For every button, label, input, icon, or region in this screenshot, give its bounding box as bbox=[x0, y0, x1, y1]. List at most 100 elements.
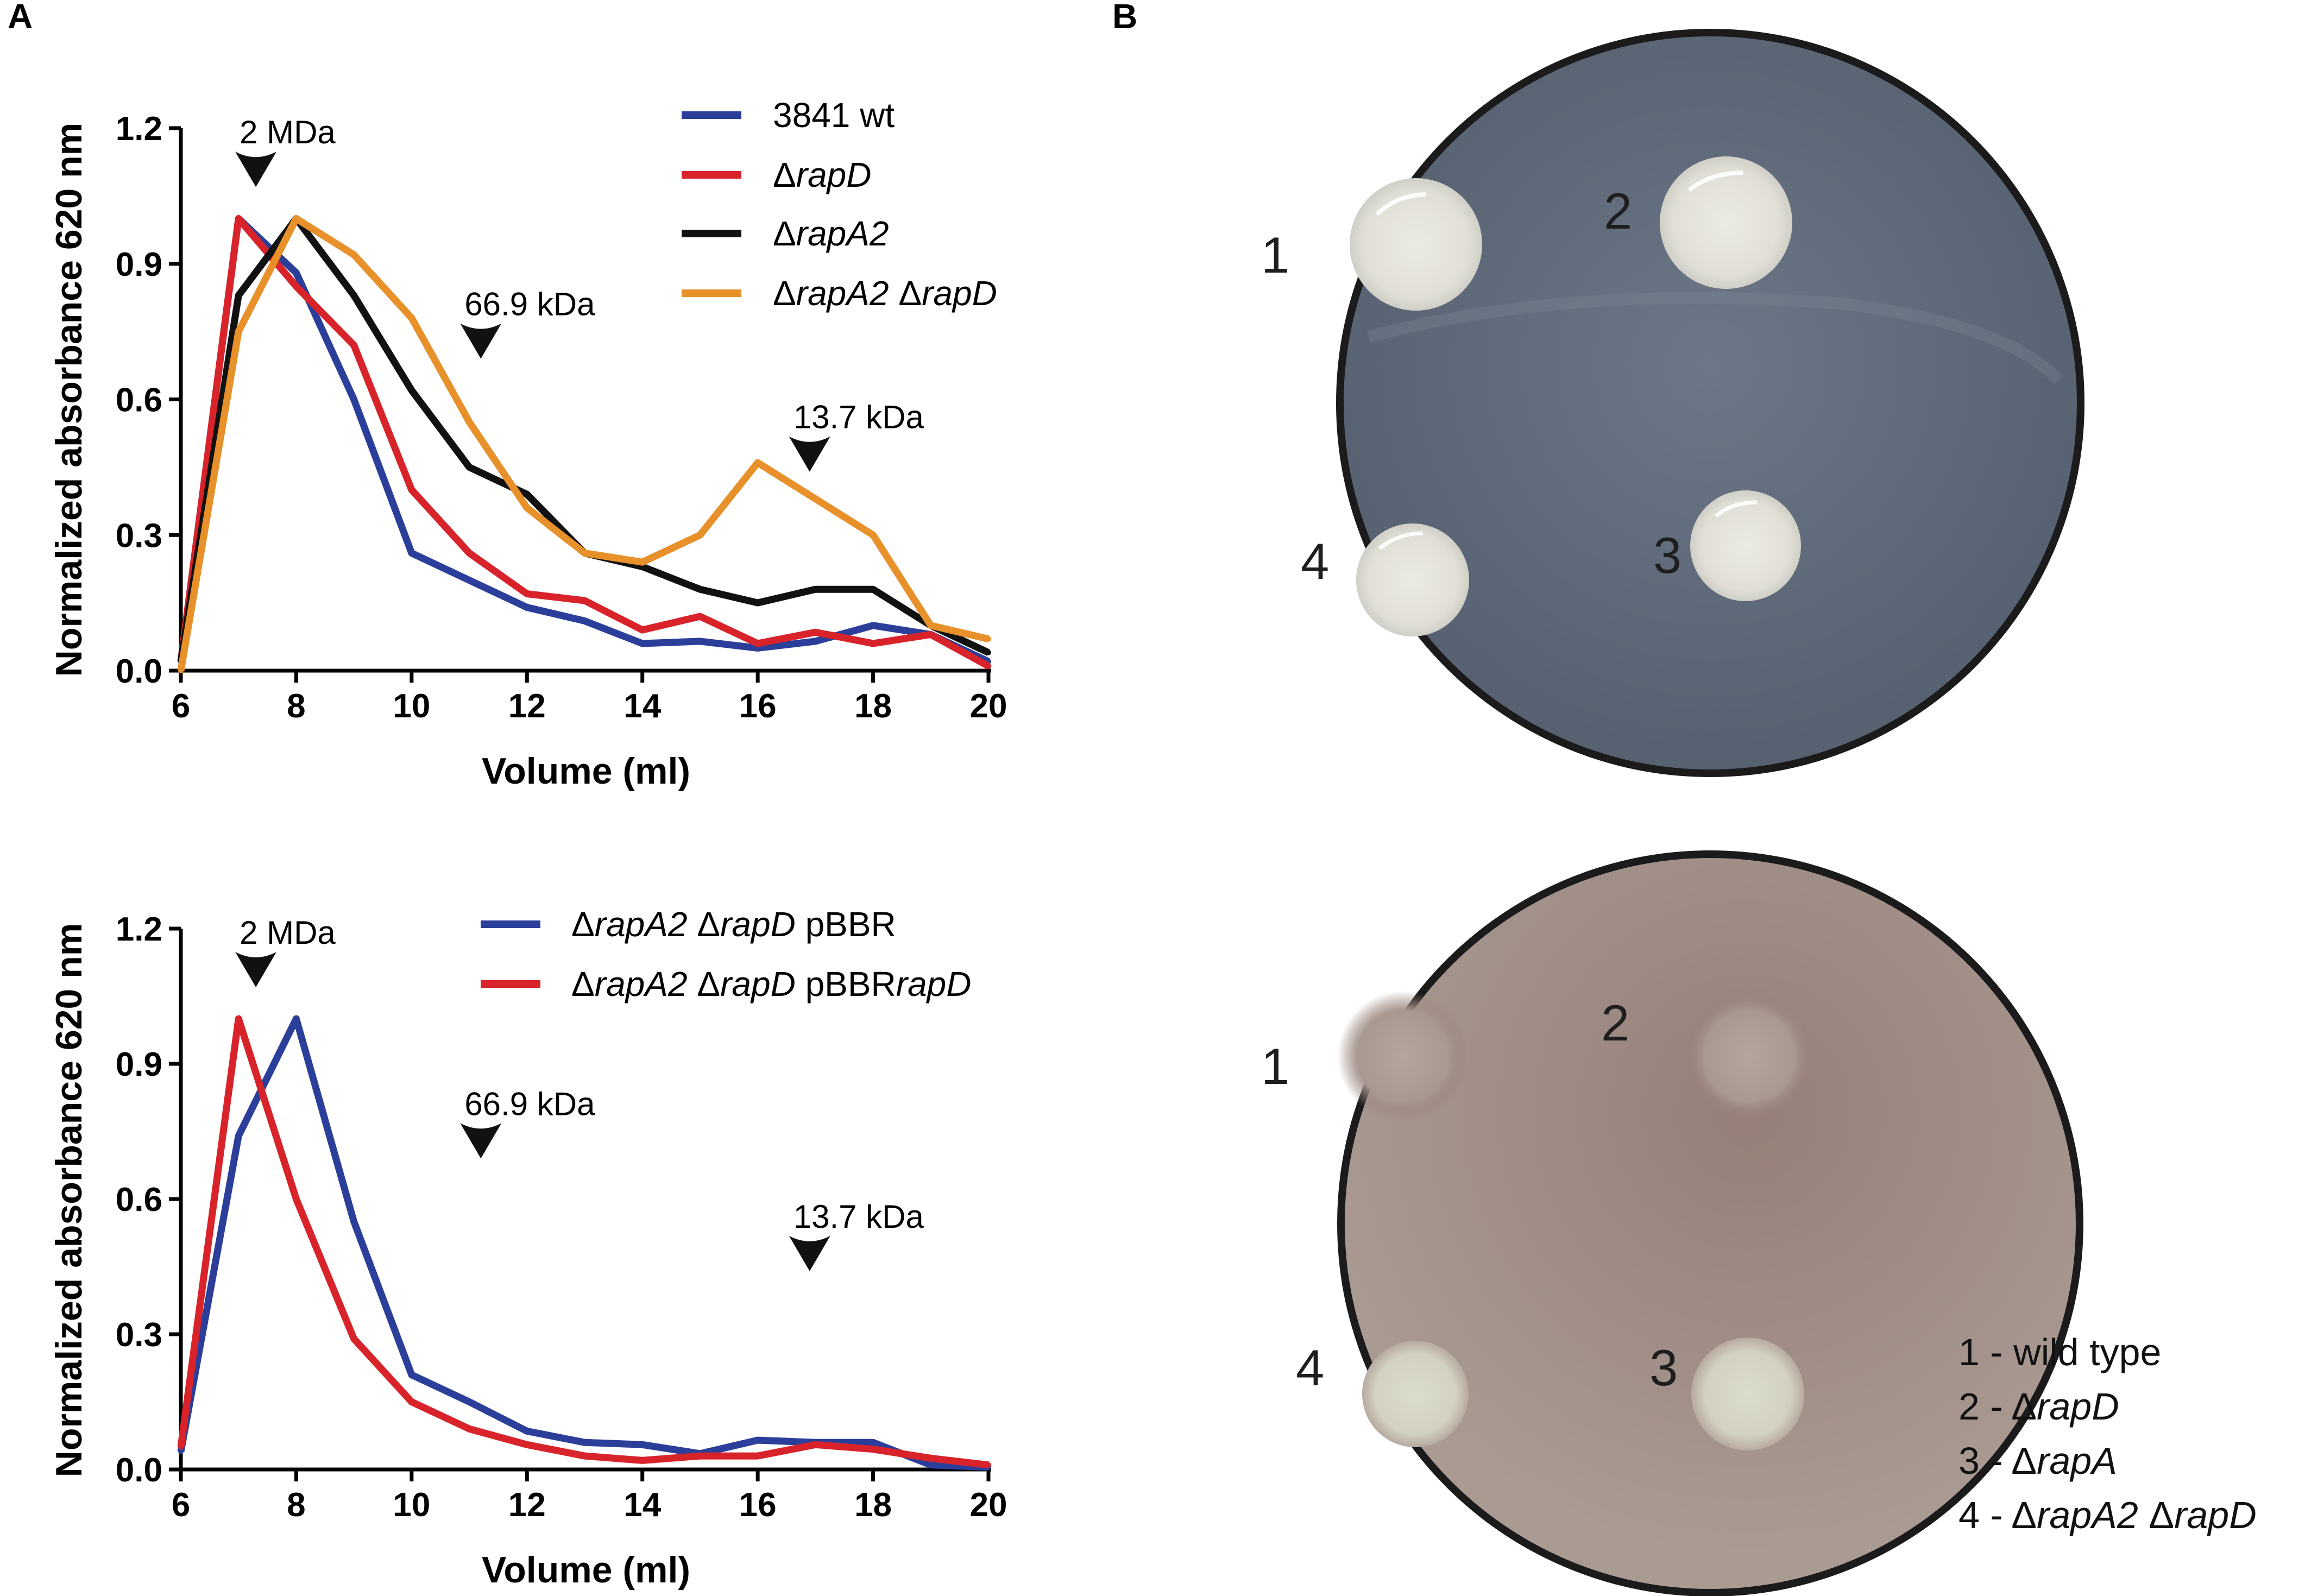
chart-a-point-rapa2-10 bbox=[408, 387, 414, 393]
chart-a-x-tick-label-16: 16 bbox=[739, 687, 777, 725]
chart-bottom-point-rapa2-rapd-pbbr-7 bbox=[236, 1133, 242, 1139]
plate-bottom-label-3: 3 bbox=[1649, 1339, 1678, 1396]
legend-label-pbbr-rapd: ΔrapA2 ΔrapD pBBRrapD bbox=[571, 964, 971, 1004]
legend-label-pbbr: ΔrapA2 ΔrapD pBBR bbox=[571, 905, 896, 944]
plate-bottom-label-4: 4 bbox=[1296, 1339, 1324, 1396]
chart-a-marker-arrow-13-7-kda bbox=[789, 436, 830, 472]
plate-top-label-1: 1 bbox=[1261, 226, 1289, 283]
chart-a-point-rapa2-rapd-7 bbox=[236, 329, 242, 335]
chart-bottom: 6 8 10 12 14 16 18 20 0.0 0.3 0.6 0.9 1.2 2 MDa 66.9 … bbox=[48, 905, 1007, 1591]
plate-top-spot-2-shine bbox=[1687, 171, 1744, 192]
plate-top-spot-4-shine bbox=[1378, 531, 1424, 550]
chart-bottom-point-rapa2-rapd-pbbr-9 bbox=[351, 1219, 357, 1225]
chart-a-x-tick-label-8: 8 bbox=[287, 687, 305, 725]
chart-bottom-x-tick-label-18: 18 bbox=[854, 1486, 892, 1524]
plate-bottom-halo-1 bbox=[1338, 991, 1468, 1121]
legend-label-rapa2-rapd: ΔrapA2 ΔrapD bbox=[773, 274, 997, 313]
chart-a-point-rapa2-rapd-14 bbox=[639, 559, 645, 565]
chart-a-point-rapd-13 bbox=[582, 598, 588, 603]
chart-bottom-point-rapa2-rapd-pbbrrapd-8 bbox=[293, 1196, 299, 1202]
plate-top-spot-2 bbox=[1660, 156, 1792, 289]
legend-label-3841-wt: 3841 wt bbox=[773, 96, 895, 135]
chart-bottom-point-rapa2-rapd-pbbrrapd-11 bbox=[467, 1426, 473, 1432]
chart-a-y-tick-label-1: 0.3 bbox=[116, 517, 162, 554]
chart-a-marker-label-66-9-kda: 66.9 kDa bbox=[464, 286, 595, 323]
chart-bottom-x-tick-label-6: 6 bbox=[172, 1486, 190, 1524]
chart-bottom-point-rapa2-rapd-pbbr-13 bbox=[582, 1440, 588, 1446]
chart-a-x-tick-label-14: 14 bbox=[623, 687, 661, 725]
plate-top-spot-1 bbox=[1350, 178, 1482, 311]
chart-a-point-rapa2-rapd-8 bbox=[293, 216, 299, 222]
chart-bottom-point-rapa2-rapd-pbbrrapd-20 bbox=[986, 1462, 991, 1468]
chart-a-ticks: 6 8 10 12 14 16 18 20 0.0 0.3 0.6 0.9 1.2 bbox=[116, 110, 1007, 725]
chart-bottom-point-rapa2-rapd-pbbr-14 bbox=[639, 1442, 645, 1448]
chart-a-point-rapa2-12 bbox=[524, 491, 530, 497]
chart-a-point-rapd-16 bbox=[755, 641, 761, 646]
chart-bottom-point-rapa2-rapd-pbbrrapd-9 bbox=[351, 1336, 357, 1342]
chart-a-x-tick-label-10: 10 bbox=[393, 687, 430, 725]
plate-top-spot-3-shine bbox=[1715, 500, 1758, 518]
chart-a-point-rapa2-rapd-11 bbox=[467, 419, 473, 425]
chart-a-marker-arrow-2-mda bbox=[235, 152, 277, 187]
chart-bottom-point-rapa2-rapd-pbbr-19 bbox=[928, 1462, 934, 1468]
chart-bottom-markers: 2 MDa 66.9 kDa 13.7 kDa bbox=[235, 914, 924, 1271]
plate-top-glare bbox=[1367, 292, 2063, 384]
chart-a-point-rapa2-rapd-12 bbox=[524, 505, 530, 511]
chart-a-point-rapd-15 bbox=[697, 614, 703, 620]
plate-bottom-label-1: 1 bbox=[1261, 1038, 1289, 1095]
chart-a-point-rapa2-9 bbox=[351, 293, 357, 298]
chart-a-point-rapd-20 bbox=[986, 663, 991, 669]
chart-a-point-rapa2-rapd-17 bbox=[813, 496, 818, 502]
chart-bottom-point-rapa2-rapd-pbbrrapd-7 bbox=[236, 1016, 242, 1021]
chart-bottom-x-title: Volume (ml) bbox=[482, 1549, 690, 1591]
chart-bottom-point-rapa2-rapd-pbbrrapd-15 bbox=[697, 1453, 703, 1459]
chart-a-x-title: Volume (ml) bbox=[482, 750, 690, 792]
plate-top: 1 2 3 4 bbox=[1261, 29, 2084, 777]
chart-bottom-point-rapa2-rapd-pbbr-11 bbox=[467, 1399, 473, 1405]
chart-a-x-tick-label-6: 6 bbox=[172, 687, 190, 725]
chart-bottom-x-tick-label-10: 10 bbox=[393, 1486, 430, 1524]
legend-label-rapd: ΔrapD bbox=[773, 155, 871, 194]
chart-bottom-y-tick-label-0: 0.0 bbox=[116, 1452, 162, 1489]
chart-a-point-rapd-8 bbox=[293, 283, 299, 289]
chart-bottom-marker-label-66-9-kda: 66.9 kDa bbox=[464, 1086, 595, 1122]
chart-a-series bbox=[177, 215, 991, 673]
chart-a-y-title: Normalized absorbance 620 nm bbox=[48, 123, 90, 677]
chart-a-point-rapa2-rapd-15 bbox=[697, 532, 703, 538]
plate-bottom-dish bbox=[1337, 850, 2083, 1596]
chart-a-y-tick-label-0: 0.0 bbox=[116, 653, 162, 690]
chart-a-point-rapd-12 bbox=[524, 591, 530, 597]
chart-bottom-x-tick-label-20: 20 bbox=[970, 1486, 1007, 1524]
chart-a-point-rapd-19 bbox=[928, 632, 934, 638]
chart-a-point-3841-wt-12 bbox=[524, 604, 530, 610]
chart-bottom-point-rapa2-rapd-pbbr-18 bbox=[870, 1440, 876, 1446]
chart-a-point-rapa2-rapd-20 bbox=[986, 636, 991, 642]
chart-a-point-3841-wt-18 bbox=[870, 622, 876, 628]
chart-a-point-rapa2-11 bbox=[467, 464, 473, 470]
chart-bottom-point-rapa2-rapd-pbbrrapd-16 bbox=[755, 1453, 761, 1459]
chart-bottom-marker-label-13-7-kda: 13.7 kDa bbox=[793, 1198, 924, 1235]
chart-bottom-ticks: 6 8 10 12 14 16 18 20 0.0 0.3 0.6 0.9 1.2 bbox=[116, 911, 1007, 1524]
chart-a-point-rapa2-rapd-6 bbox=[178, 668, 184, 673]
plate-bottom-spot-3 bbox=[1691, 1338, 1804, 1450]
plate-top-dish bbox=[1336, 29, 2084, 777]
chart-bottom-legend: ΔrapA2 ΔrapD pBBR ΔrapA2 ΔrapD pBBRrapD bbox=[481, 905, 971, 1004]
chart-a-legend: 3841 wt ΔrapD ΔrapA2 ΔrapA2 ΔrapD bbox=[682, 96, 997, 313]
chart-a-point-rapa2-7 bbox=[236, 293, 242, 298]
chart-a-marker-label-2-mda: 2 MDa bbox=[240, 114, 336, 150]
chart-a-point-rapa2-rapd-19 bbox=[928, 622, 934, 628]
strain-key-item-4: 4 - ΔrapA2 ΔrapD bbox=[1958, 1494, 2257, 1536]
chart-a-point-3841-wt-15 bbox=[697, 638, 703, 644]
chart-a-point-rapa2-rapd-10 bbox=[408, 315, 414, 321]
chart-bottom-point-rapa2-rapd-pbbr-12 bbox=[524, 1428, 530, 1434]
chart-a-x-tick-label-20: 20 bbox=[970, 687, 1007, 725]
chart-a-point-rapd-18 bbox=[870, 641, 876, 646]
chart-a-y-tick-label-2: 0.6 bbox=[116, 382, 162, 419]
chart-a-point-rapd-14 bbox=[639, 627, 645, 633]
plate-bottom-spot-4 bbox=[1362, 1341, 1469, 1447]
chart-a-point-rapd-11 bbox=[467, 550, 473, 556]
chart-a-marker-arrow-66-9-kda bbox=[460, 323, 502, 359]
chart-a-point-rapa2-rapd-18 bbox=[870, 532, 876, 538]
chart-a-point-rapa2-15 bbox=[697, 586, 703, 592]
